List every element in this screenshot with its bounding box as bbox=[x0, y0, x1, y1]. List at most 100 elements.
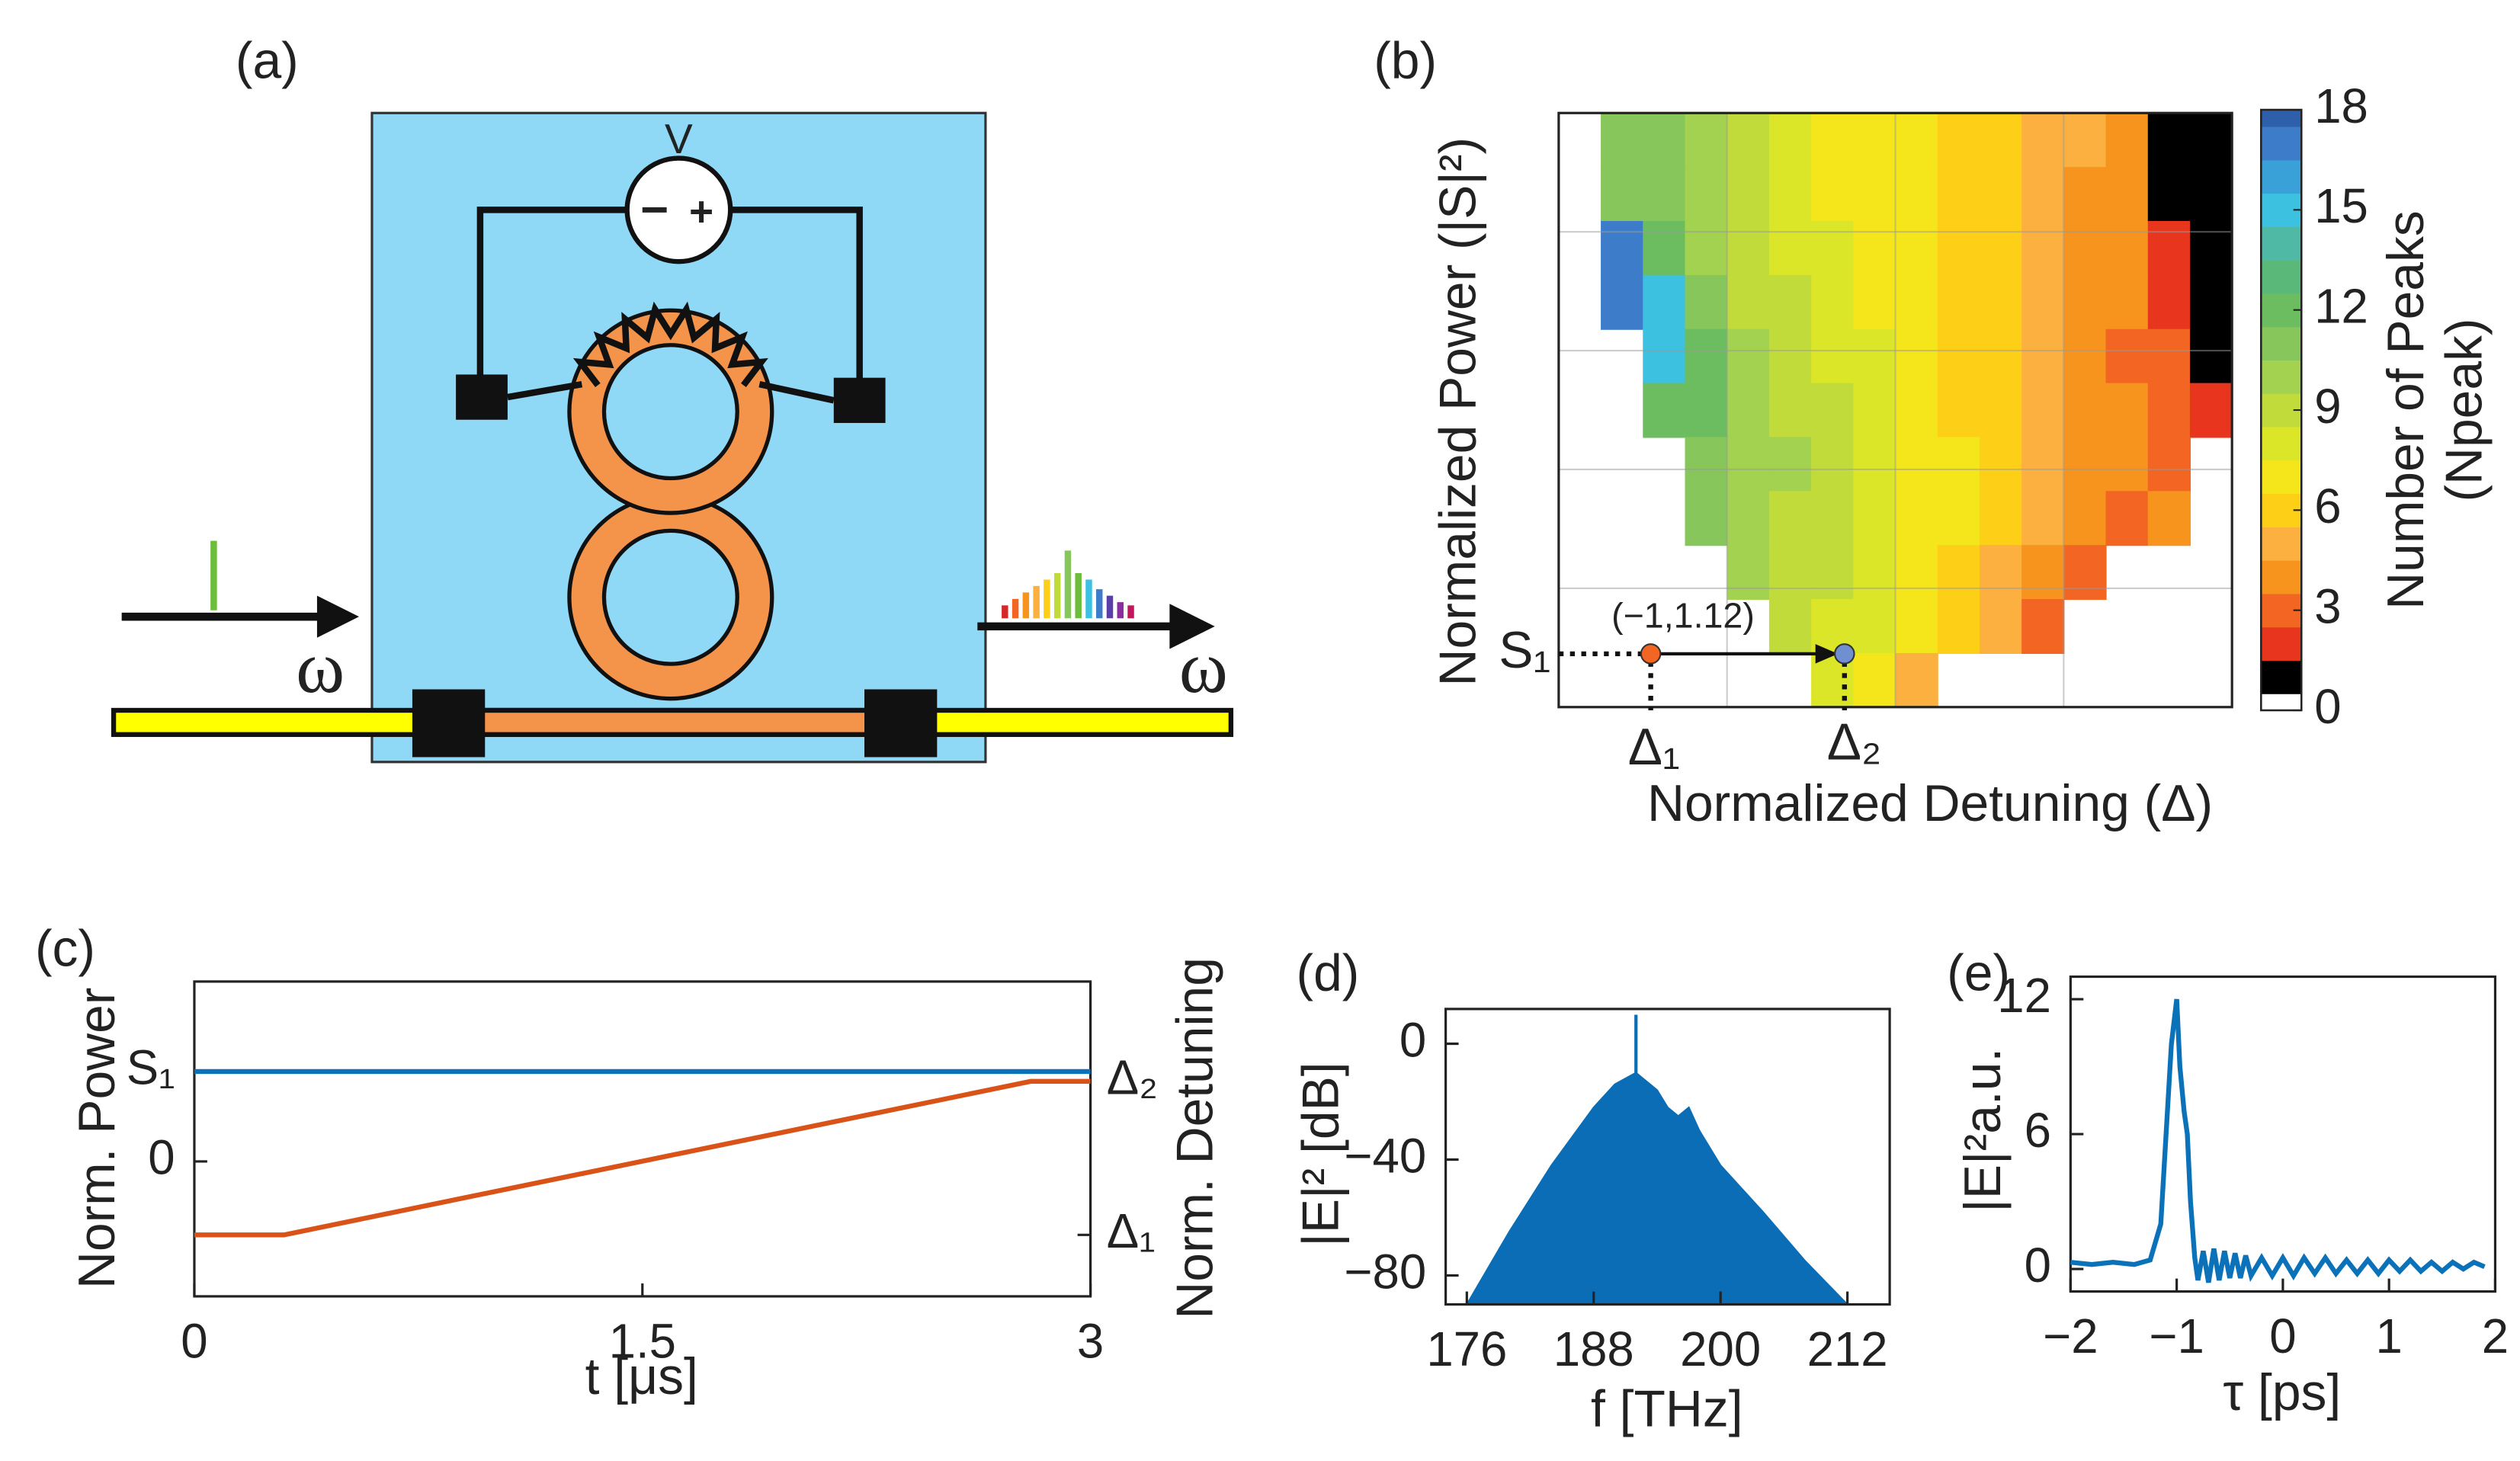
heat-cell bbox=[1768, 221, 1813, 276]
heat-cell bbox=[1643, 383, 1686, 438]
heat-cell bbox=[2063, 328, 2107, 384]
heat-cell bbox=[1979, 383, 2023, 438]
pad bbox=[864, 689, 938, 758]
x-tick-label: −2 bbox=[2043, 1309, 2098, 1363]
colorbar-segment bbox=[2261, 426, 2302, 461]
voltage-source bbox=[624, 155, 733, 264]
heat-cell bbox=[1979, 491, 2023, 546]
plot-frame bbox=[193, 980, 1092, 1298]
heat-cell bbox=[1643, 167, 1686, 223]
voltage-label: V bbox=[665, 115, 693, 162]
heat-cell bbox=[1895, 167, 1938, 223]
heat-cell bbox=[1768, 274, 1813, 330]
colorbar-tick-label: 9 bbox=[2314, 380, 2341, 434]
colorbar-tick-label: 18 bbox=[2314, 79, 2368, 133]
heat-cell bbox=[2105, 437, 2149, 492]
y2-tick-label: Δ₂ bbox=[1107, 1051, 1158, 1105]
panel-label: (a) bbox=[236, 33, 299, 90]
x-tick-label: 188 bbox=[1553, 1322, 1634, 1376]
heat-cell bbox=[2189, 221, 2233, 276]
heat-cell bbox=[2147, 383, 2191, 438]
heat-cell bbox=[2189, 274, 2233, 330]
x-tick-label: 0 bbox=[181, 1314, 207, 1368]
output-label: ω bbox=[1179, 626, 1228, 709]
point-label: (−1,1.12) bbox=[1611, 596, 1755, 636]
heat-cell bbox=[1853, 437, 1896, 492]
heat-cell bbox=[1726, 437, 1770, 492]
y-tick-label: 6 bbox=[2025, 1104, 2051, 1158]
x-tick-label: 176 bbox=[1426, 1322, 1507, 1376]
heat-cell bbox=[1726, 328, 1770, 384]
heat-cell bbox=[2021, 328, 2065, 384]
wire bbox=[507, 380, 583, 401]
heat-cell bbox=[1601, 221, 1644, 276]
heat-cell bbox=[1937, 491, 1980, 546]
heat-cell bbox=[2105, 383, 2149, 438]
plot-frame bbox=[2069, 975, 2497, 1293]
input-label: ω bbox=[296, 626, 345, 709]
end-point bbox=[1834, 643, 1855, 665]
heat-cell bbox=[1937, 221, 1980, 276]
heat-cell bbox=[1853, 491, 1896, 546]
heat-cell bbox=[1937, 545, 1980, 601]
output-comb bbox=[1002, 550, 1134, 619]
heat-cell bbox=[2063, 113, 2107, 168]
heat-cell bbox=[1768, 383, 1813, 438]
heat-cell bbox=[2021, 437, 2065, 492]
heat-cell bbox=[1726, 545, 1770, 601]
y-tick-label: 0 bbox=[2025, 1238, 2051, 1293]
heat-cell bbox=[1979, 599, 2023, 654]
heat-cell bbox=[1685, 167, 1728, 223]
colorbar-tick-label: 6 bbox=[2314, 479, 2341, 533]
panel-label: (c) bbox=[35, 921, 95, 978]
heat-cell bbox=[1937, 383, 1980, 438]
heat-cell bbox=[1853, 545, 1896, 601]
panel: (c) 0 1.5 3 0 S₁ Δ₁ Δ₂ t [μs] Norm. Power Norm. De… bbox=[35, 921, 1223, 1405]
heat-cell bbox=[1768, 113, 1813, 168]
colorbar-tick-label: 12 bbox=[2314, 279, 2368, 333]
colorbar-segment bbox=[2261, 260, 2302, 294]
s1-label: S₁ bbox=[1499, 622, 1550, 679]
heat-cell bbox=[1811, 274, 1855, 330]
arrow-head bbox=[316, 595, 360, 638]
heat-cell bbox=[2063, 221, 2107, 276]
colorbar-segment bbox=[2261, 660, 2302, 694]
heater-coil bbox=[572, 301, 768, 387]
heat-cell bbox=[2147, 167, 2191, 223]
panel-label: (b) bbox=[1374, 33, 1437, 90]
heat-cell bbox=[2105, 491, 2149, 546]
heat-cell bbox=[2105, 328, 2149, 384]
colorbar-segment bbox=[2261, 126, 2302, 161]
heat-cell bbox=[2147, 491, 2191, 546]
heat-cell bbox=[1937, 437, 1980, 492]
colorbar-segment bbox=[2261, 226, 2302, 261]
heat-cell bbox=[1979, 167, 2023, 223]
heat-cell bbox=[1685, 328, 1728, 384]
heat-cell bbox=[1895, 113, 1938, 168]
heat-cell bbox=[2189, 113, 2233, 168]
electrode bbox=[456, 374, 508, 420]
y-axis-label: Norm. Power bbox=[69, 988, 126, 1289]
heat-cell bbox=[2147, 221, 2191, 276]
x-tick-label: 212 bbox=[1807, 1322, 1888, 1376]
heat-cell bbox=[1811, 221, 1855, 276]
x-tick-label: 200 bbox=[1680, 1322, 1761, 1376]
heat-cell bbox=[1643, 221, 1686, 276]
heat-cell bbox=[1601, 274, 1644, 330]
colorbar-segment bbox=[2261, 326, 2302, 361]
heat-cell bbox=[1726, 167, 1770, 223]
heat-cell bbox=[1895, 599, 1938, 654]
heat-cell bbox=[1768, 599, 1813, 654]
heat-cell bbox=[2063, 383, 2107, 438]
heat-cell bbox=[1811, 383, 1855, 438]
plot-frame bbox=[1557, 111, 2233, 709]
colorbar-segment bbox=[2261, 560, 2302, 594]
heat-cell bbox=[1685, 437, 1728, 492]
heat-cell bbox=[2063, 491, 2107, 546]
heat-cell bbox=[1643, 328, 1686, 384]
heat-cell bbox=[2021, 383, 2065, 438]
heat-cell bbox=[1726, 491, 1770, 546]
heat-cell bbox=[1979, 437, 2023, 492]
colorbar-segment bbox=[2261, 626, 2302, 661]
